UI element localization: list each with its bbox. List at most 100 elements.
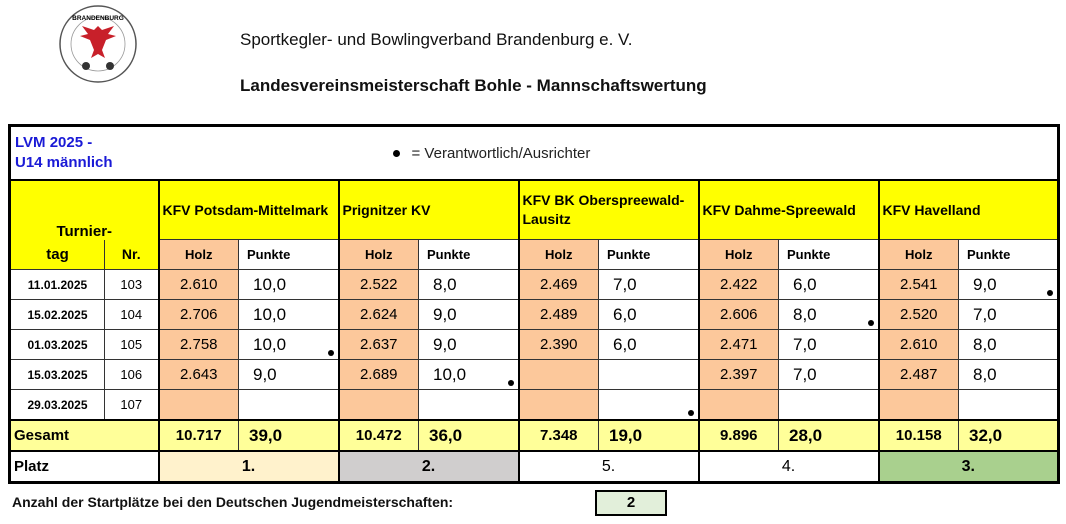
punkte-cell: 9,0 <box>238 359 339 390</box>
holz-cell: 2.522 <box>337 269 419 300</box>
punkte-value: 7,0 <box>613 274 637 294</box>
startplaetze-value: 2 <box>595 490 667 516</box>
team-header: KFV Potsdam-Mittelmark <box>157 179 339 240</box>
host-dot-icon <box>867 320 874 326</box>
punkte-value: 9,0 <box>433 304 457 324</box>
host-dot-icon <box>687 410 694 416</box>
punkte-value: 6,0 <box>613 304 637 324</box>
date-cell: 01.03.2025 <box>9 329 105 360</box>
punkte-value: 8,0 <box>793 304 817 324</box>
nr-cell: 104 <box>104 299 159 330</box>
team-header: KFV BK Oberspreewald-Lausitz <box>517 179 699 240</box>
holz-cell: 2.610 <box>157 269 239 300</box>
caption-line2: U14 männlich <box>15 154 113 171</box>
gesamt-label: Gesamt <box>9 419 159 452</box>
holz-cell: 2.758 <box>157 329 239 360</box>
holz-cell <box>697 389 779 421</box>
caption-line1: LVM 2025 - <box>15 134 93 151</box>
punkte-value: 10,0 <box>433 364 467 384</box>
col-punkte: Punkte <box>238 239 339 270</box>
platz-cell: 3. <box>877 450 1059 483</box>
legend-text: = Verantwortlich/Ausrichter <box>411 144 591 162</box>
holz-cell: 2.390 <box>517 329 599 360</box>
nr-cell: 105 <box>104 329 159 360</box>
col-punkte: Punkte <box>418 239 519 270</box>
gesamt-punkte: 39,0 <box>238 419 339 452</box>
punkte-value: 10,0 <box>253 274 287 294</box>
platz-cell: 1. <box>157 450 339 483</box>
gesamt-punkte: 28,0 <box>778 419 879 452</box>
holz-cell: 2.520 <box>877 299 959 330</box>
holz-cell: 2.610 <box>877 329 959 360</box>
punkte-value: 6,0 <box>793 274 817 294</box>
punkte-value: 9,0 <box>253 364 277 384</box>
punkte-cell: 8,0 <box>958 329 1059 360</box>
holz-cell: 2.624 <box>337 299 419 330</box>
holz-cell <box>517 359 599 390</box>
punkte-cell <box>598 359 699 390</box>
gesamt-row: Gesamt 10.717 39,0 10.472 36,0 7.348 19,0 9.896… <box>9 419 1059 452</box>
punkte-cell: 6,0 <box>598 329 699 360</box>
punkte-value: 9,0 <box>973 274 997 294</box>
holz-cell: 2.606 <box>697 299 779 330</box>
punkte-cell: 6,0 <box>778 269 879 300</box>
punkte-cell: 8,0 <box>958 359 1059 390</box>
federation-logo: BRANDENBURG <box>59 5 137 83</box>
punkte-value: 8,0 <box>433 274 457 294</box>
punkte-cell: 7,0 <box>958 299 1059 330</box>
col-holz: Holz <box>337 239 419 270</box>
punkte-cell <box>778 389 879 421</box>
gesamt-holz: 7.348 <box>517 419 599 452</box>
punkte-cell: 8,0 <box>418 269 519 300</box>
punkte-value: 7,0 <box>793 334 817 354</box>
col-holz: Holz <box>697 239 779 270</box>
punkte-cell: 10,0 <box>238 329 339 360</box>
date-cell: 29.03.2025 <box>9 389 105 421</box>
holz-cell: 2.541 <box>877 269 959 300</box>
gesamt-punkte: 36,0 <box>418 419 519 452</box>
organization-name: Sportkegler- und Bowlingverband Brandenb… <box>240 30 633 49</box>
punkte-cell: 8,0 <box>778 299 879 330</box>
punkte-cell: 7,0 <box>778 359 879 390</box>
holz-cell: 2.689 <box>337 359 419 390</box>
col-holz: Holz <box>517 239 599 270</box>
team-header: KFV Havelland <box>877 179 1059 240</box>
table-row: 11.01.2025 103 2.610 10,0 2.522 8,0 2.469 7,0 2.… <box>9 269 1059 300</box>
team-header: Prignitzer KV <box>337 179 519 240</box>
col-punkte: Punkte <box>778 239 879 270</box>
punkte-cell <box>598 389 699 421</box>
host-dot-icon <box>392 150 400 158</box>
col-tag: tag <box>9 239 105 270</box>
holz-cell: 2.471 <box>697 329 779 360</box>
platz-cell: 4. <box>697 450 879 483</box>
nr-cell: 103 <box>104 269 159 300</box>
punkte-cell: 7,0 <box>778 329 879 360</box>
holz-cell: 2.397 <box>697 359 779 390</box>
punkte-cell: 10,0 <box>418 359 519 390</box>
host-dot-icon <box>1047 290 1053 296</box>
punkte-value: 9,0 <box>433 334 457 354</box>
punkte-value: 7,0 <box>793 364 817 384</box>
punkte-cell: 9,0 <box>418 329 519 360</box>
punkte-cell <box>418 389 519 421</box>
team-header: KFV Dahme-Spreewald <box>697 179 879 240</box>
table-row: 15.03.2025 106 2.643 9,0 2.689 10,0 2.397 7,0 2.… <box>9 359 1059 390</box>
holz-cell: 2.422 <box>697 269 779 300</box>
gesamt-punkte: 32,0 <box>958 419 1059 452</box>
col-nr: Nr. <box>104 239 159 270</box>
holz-cell: 2.469 <box>517 269 599 300</box>
gesamt-holz: 10.158 <box>877 419 959 452</box>
punkte-cell: 9,0 <box>418 299 519 330</box>
punkte-cell: 9,0 <box>958 269 1059 300</box>
platz-label: Platz <box>9 450 159 483</box>
col-punkte: Punkte <box>598 239 699 270</box>
results-table: LVM 2025 - U14 männlich = Verantwortlich/… <box>8 124 1060 484</box>
holz-cell <box>157 389 239 421</box>
table-row: 29.03.2025 107 <box>9 389 1059 421</box>
page-title: Landesvereinsmeisterschaft Bohle - Manns… <box>240 76 707 95</box>
holz-cell: 2.487 <box>877 359 959 390</box>
holz-cell <box>877 389 959 421</box>
col-turnier: Turnier- <box>9 179 159 240</box>
nr-cell: 107 <box>104 389 159 421</box>
holz-cell: 2.643 <box>157 359 239 390</box>
